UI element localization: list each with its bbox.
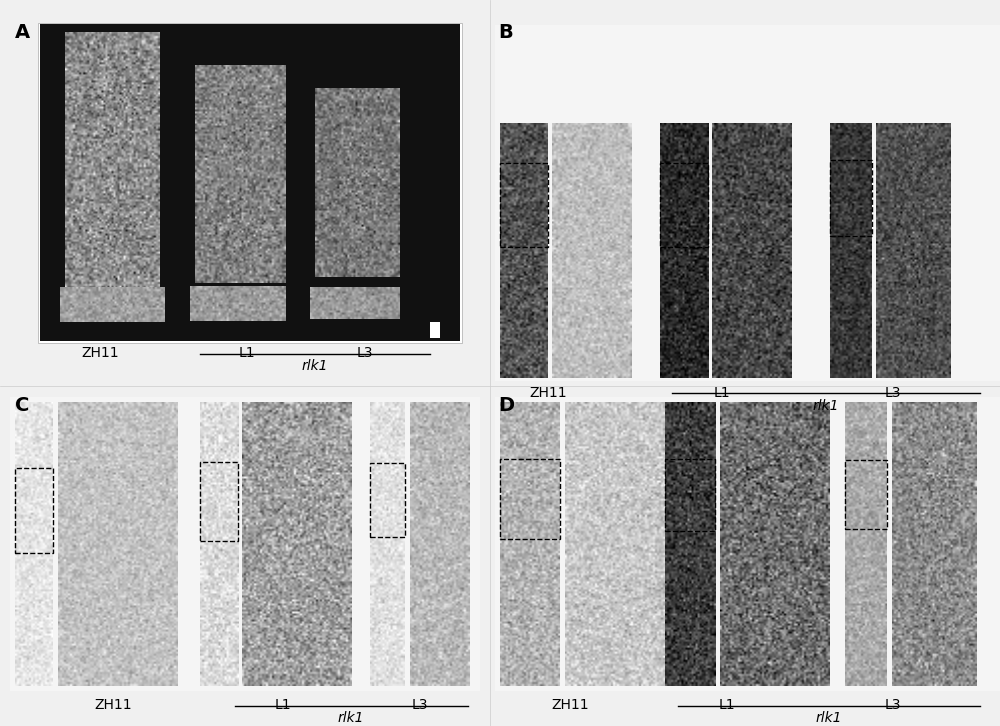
Text: rlk1: rlk1	[302, 359, 328, 372]
Text: ZH11: ZH11	[81, 346, 119, 360]
Bar	[665, 459, 715, 531]
Bar	[370, 463, 405, 537]
Bar	[430, 322, 440, 338]
Bar	[10, 397, 480, 691]
Text: rlk1: rlk1	[338, 711, 364, 725]
Bar	[38, 23, 462, 343]
Text: rlk1: rlk1	[813, 399, 839, 412]
Text: C: C	[15, 396, 29, 415]
Bar	[200, 462, 238, 541]
Text: A: A	[15, 23, 30, 42]
Text: L3: L3	[357, 346, 373, 360]
Text: ZH11: ZH11	[551, 698, 589, 712]
Bar	[15, 468, 53, 553]
Text: D: D	[498, 396, 514, 415]
Text: L1: L1	[239, 346, 255, 360]
Bar	[845, 460, 887, 529]
Bar	[830, 160, 872, 236]
Text: L3: L3	[885, 698, 901, 712]
Text: L1: L1	[275, 698, 291, 712]
Text: ZH11: ZH11	[94, 698, 132, 712]
Text: ZH11: ZH11	[529, 386, 567, 400]
Bar	[500, 459, 560, 539]
Text: B: B	[498, 23, 513, 42]
Text: rlk1: rlk1	[816, 711, 842, 725]
Text: L1: L1	[714, 386, 730, 400]
Bar	[495, 397, 1000, 691]
Bar	[660, 163, 708, 247]
Text: L1: L1	[719, 698, 735, 712]
Text: L3: L3	[885, 386, 901, 400]
Bar	[500, 163, 548, 247]
Text: L3: L3	[412, 698, 428, 712]
Bar	[495, 25, 1000, 381]
Bar	[40, 24, 460, 341]
